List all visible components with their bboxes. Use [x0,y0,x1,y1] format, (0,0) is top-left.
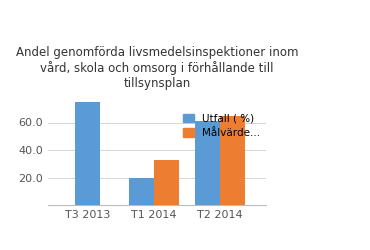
Bar [129,178,154,205]
Bar [154,160,179,205]
Bar [75,102,100,205]
Title: Andel genomförda livsmedelsinspektioner inom
vård, skola och omsorg i förhålland: Andel genomförda livsmedelsinspektioner … [16,46,299,90]
Bar [195,121,220,205]
Bar [220,116,245,205]
Legend: Utfall ( %), Målvärde...: Utfall ( %), Målvärde... [179,110,264,142]
